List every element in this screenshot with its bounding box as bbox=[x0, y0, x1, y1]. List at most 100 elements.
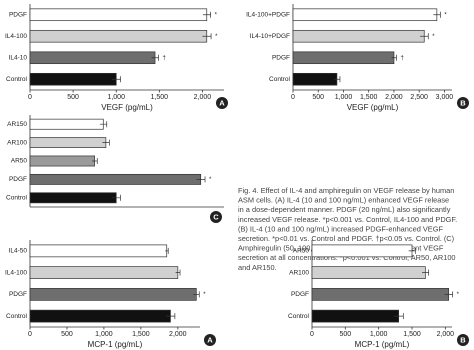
x-tick-label: 2,000 bbox=[169, 331, 187, 338]
caption: Fig. 4. Effect of IL-4 and amphiregulin … bbox=[238, 186, 457, 272]
error-bar bbox=[202, 33, 212, 40]
panel-badge bbox=[457, 334, 469, 346]
panel-label: A bbox=[207, 335, 213, 344]
bar bbox=[29, 244, 168, 258]
caption-line: ASM cells. (A) IL-4 (10 and 100 ng/mL) e… bbox=[238, 196, 449, 205]
x-tick-label: 1,000 bbox=[335, 94, 353, 101]
caption-line: Fig. 4. Effect of IL-4 and amphiregulin … bbox=[238, 186, 454, 195]
error-bar bbox=[196, 176, 206, 183]
error-bar bbox=[99, 121, 108, 128]
x-tick-label: 1,000 bbox=[107, 94, 125, 101]
error-bar bbox=[175, 269, 181, 276]
panel-badge bbox=[204, 334, 216, 346]
caption-line: (B) IL-4 (10 and 100 ng/mL) increased PD… bbox=[238, 224, 443, 233]
error-bar bbox=[111, 76, 121, 83]
x-tick-label: 0 bbox=[310, 331, 314, 338]
error-bar bbox=[394, 313, 404, 320]
x-tick-label: 3,000 bbox=[436, 94, 454, 101]
significance-marker: * bbox=[444, 12, 447, 18]
category-label: AR50 bbox=[11, 158, 28, 165]
x-axis-label: MCP-1 (pg/mL) bbox=[355, 340, 410, 349]
bar bbox=[311, 309, 400, 323]
significance-marker: * bbox=[209, 177, 212, 183]
x-tick-label: 1,500 bbox=[151, 94, 169, 101]
caption-line: in a dose-dependent manner. PDGF (20 ng/… bbox=[238, 205, 451, 214]
panel-label: B bbox=[460, 98, 466, 107]
category-label: IL4-10 bbox=[9, 54, 28, 61]
caption-line: increased VEGF release. *p<0.001 vs. Con… bbox=[238, 215, 457, 224]
caption-line: secretion. *p<0.01 vs. Control and PDGF.… bbox=[238, 234, 454, 243]
category-label: AR100 bbox=[289, 269, 309, 276]
x-tick-label: 1,500 bbox=[360, 94, 378, 101]
significance-marker: * bbox=[432, 34, 435, 40]
error-bar bbox=[408, 247, 416, 254]
category-label: Control bbox=[288, 313, 310, 320]
category-label: Control bbox=[269, 76, 291, 83]
bar bbox=[29, 137, 107, 149]
category-label: AR100 bbox=[7, 139, 27, 146]
bar bbox=[29, 51, 156, 65]
bar bbox=[292, 72, 338, 86]
x-tick-label: 1,500 bbox=[132, 331, 150, 338]
category-label: PDGF bbox=[9, 291, 27, 298]
significance-marker: * bbox=[215, 34, 218, 40]
category-label: PDGF bbox=[272, 54, 290, 61]
x-axis-label: MCP-1 (pg/mL) bbox=[88, 340, 143, 349]
error-bar bbox=[333, 76, 341, 83]
error-bar bbox=[391, 54, 397, 61]
bar bbox=[29, 118, 104, 130]
bar bbox=[29, 309, 171, 323]
bar bbox=[29, 192, 117, 204]
x-tick-label: 0 bbox=[28, 331, 32, 338]
bar bbox=[292, 29, 425, 43]
bar bbox=[29, 288, 197, 301]
error-bar bbox=[420, 33, 429, 40]
caption-line: secretion at all concentrations. *p<0.00… bbox=[238, 253, 456, 262]
panel-badge bbox=[216, 97, 228, 109]
category-label: IL4-100 bbox=[5, 269, 27, 276]
bar bbox=[29, 155, 96, 167]
error-bar bbox=[102, 139, 110, 146]
error-bar bbox=[422, 269, 430, 276]
category-label: PDGF bbox=[291, 291, 309, 298]
x-tick-label: 1,500 bbox=[403, 331, 421, 338]
x-tick-label: 2,500 bbox=[410, 94, 428, 101]
x-tick-label: 0 bbox=[28, 94, 32, 101]
error-bar bbox=[202, 11, 211, 18]
x-axis-label: VEGF (pg/mL) bbox=[347, 103, 399, 112]
significance-marker: * bbox=[203, 292, 206, 298]
panel-badge bbox=[457, 97, 469, 109]
x-tick-label: 500 bbox=[339, 331, 351, 338]
category-label: PDGF bbox=[9, 11, 27, 18]
x-tick-label: 500 bbox=[61, 331, 73, 338]
error-bar bbox=[193, 291, 200, 298]
error-bar bbox=[165, 247, 169, 254]
significance-marker: * bbox=[215, 12, 218, 18]
caption-line: and AR150. bbox=[238, 263, 277, 272]
bar bbox=[29, 29, 208, 43]
panel-label: B bbox=[460, 335, 466, 344]
error-bar bbox=[433, 11, 441, 18]
category-label: Control bbox=[6, 76, 28, 83]
x-tick-label: 1,000 bbox=[370, 331, 388, 338]
bar bbox=[29, 173, 202, 185]
x-axis-label: VEGF (pg/mL) bbox=[101, 103, 153, 112]
x-tick-label: 500 bbox=[67, 94, 79, 101]
bar bbox=[292, 51, 395, 65]
category-label: AR50 bbox=[293, 248, 310, 255]
category-label: Control bbox=[6, 313, 28, 320]
category-label: AR150 bbox=[7, 121, 27, 128]
significance-marker: † bbox=[162, 55, 165, 61]
category-label: IL4-100+PDGF bbox=[246, 11, 290, 18]
category-label: IL4-10+PDGF bbox=[250, 33, 290, 40]
panel-label: C bbox=[213, 212, 219, 221]
x-tick-label: 0 bbox=[291, 94, 295, 101]
x-tick-label: 500 bbox=[312, 94, 324, 101]
error-bar bbox=[444, 291, 454, 298]
significance-marker: * bbox=[457, 292, 460, 298]
panel-badge bbox=[210, 211, 222, 223]
category-label: Control bbox=[6, 195, 28, 202]
category-label: IL4-100 bbox=[5, 33, 27, 40]
